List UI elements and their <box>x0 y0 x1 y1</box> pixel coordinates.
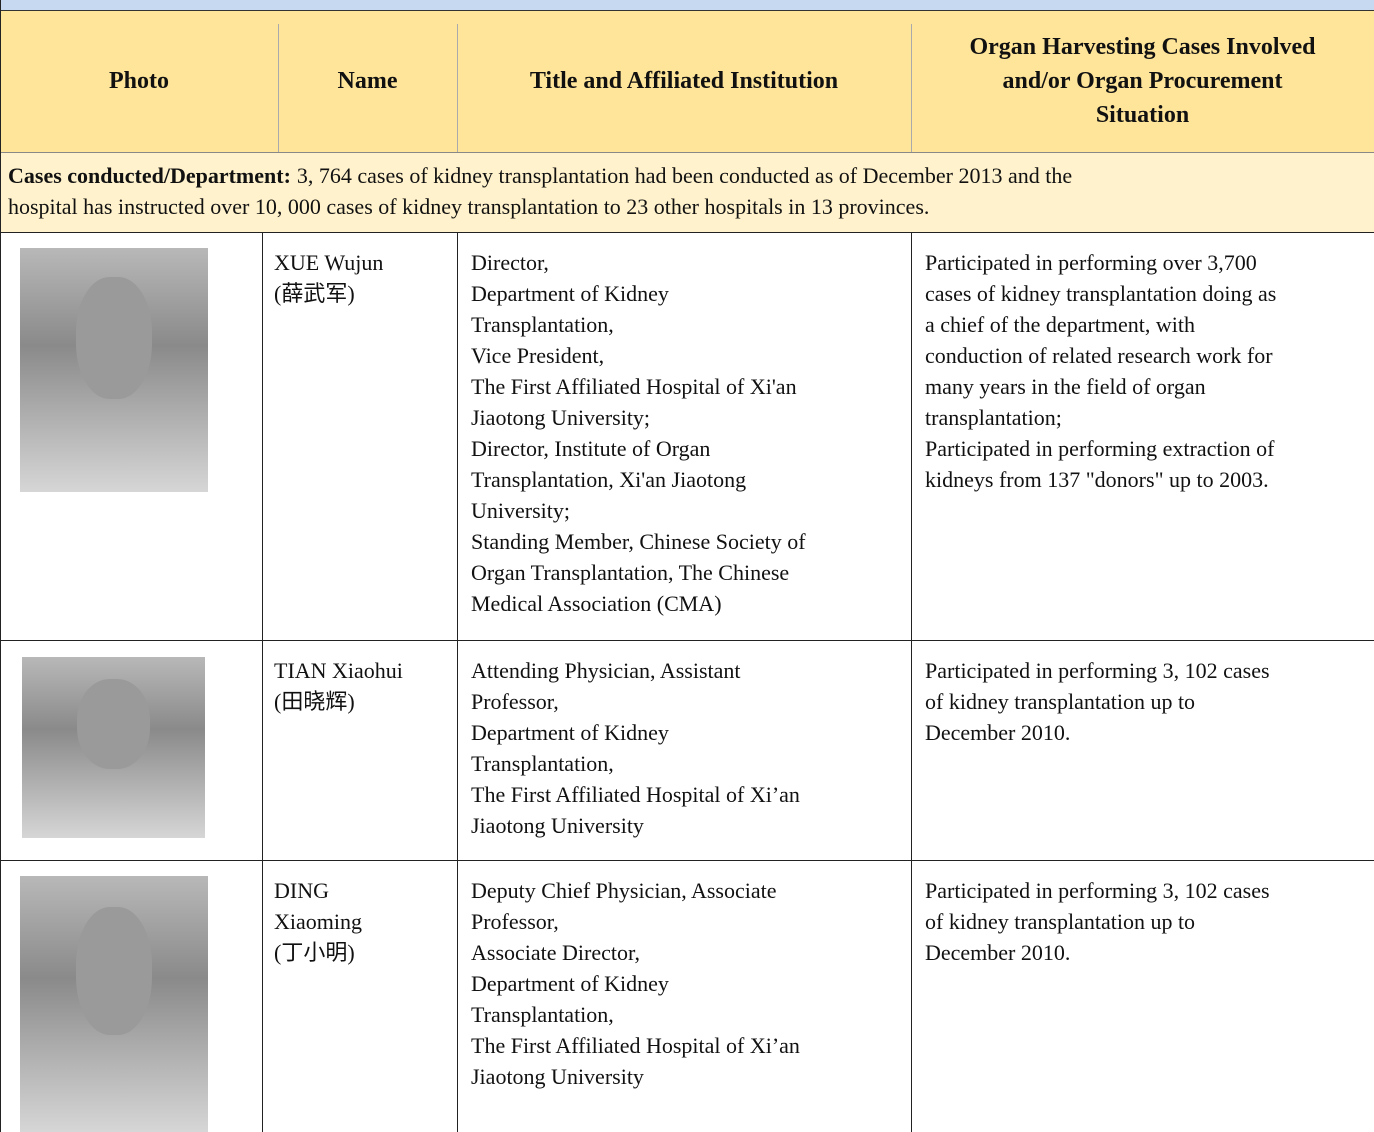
person-title: Jiaotong University <box>471 813 644 838</box>
case-label: Cases conducted/Department: <box>8 163 291 188</box>
person-title: The First Affiliated Hospital of Xi’an <box>471 1033 800 1058</box>
situation: December 2010. <box>925 720 1071 745</box>
person-title: Associate Director, <box>471 940 640 965</box>
person-title: Transplantation, <box>471 751 614 776</box>
person-title: Professor, <box>471 909 559 934</box>
person-name: (丁小明) <box>274 940 355 965</box>
situation: Participated in performing 3, 102 cases <box>925 878 1270 903</box>
person-title: Jiaotong University; <box>471 405 651 430</box>
header-cell: Photo <box>109 68 169 94</box>
header-cell: Situation <box>1095 102 1190 128</box>
person-title: Department of Kidney <box>471 971 669 996</box>
situation: of kidney transplantation up to <box>925 689 1196 714</box>
person-title: Medical Association (CMA) <box>471 591 722 616</box>
header-cell: Title and Affiliated Institution <box>529 68 839 94</box>
person-title: Director, Institute of Organ <box>471 436 711 461</box>
person-title: Department of Kidney <box>471 720 669 745</box>
situation: many years in the field of organ <box>925 374 1206 399</box>
column-divider <box>457 232 458 1132</box>
situation: Participated in performing extraction of <box>925 436 1275 461</box>
person-title: University; <box>471 498 570 523</box>
situation: of kidney transplantation up to <box>925 909 1196 934</box>
person-title: Director, <box>471 250 549 275</box>
person-title: Vice President, <box>471 343 605 368</box>
person-name: TIAN Xiaohui <box>274 658 403 683</box>
situation: conduction of related research work for <box>925 343 1273 368</box>
situation: Participated in performing over 3,700 <box>925 250 1257 275</box>
person-name: (薛武军) <box>274 281 355 306</box>
photo-face <box>76 277 152 400</box>
header-divider <box>278 24 279 152</box>
row-divider <box>0 640 1374 641</box>
situation: cases of kidney transplantation doing as <box>925 281 1277 306</box>
person-name: DING <box>274 878 329 903</box>
case-text: 3, 764 cases of kidney transplantation h… <box>296 163 1073 188</box>
top-band <box>0 0 1374 11</box>
person-title: Jiaotong University <box>471 1064 644 1089</box>
person-title: Transplantation, <box>471 312 614 337</box>
person-title: Attending Physician, Assistant <box>471 658 741 683</box>
situation: transplantation; <box>925 405 1062 430</box>
person-name: XUE Wujun <box>274 250 384 275</box>
photo-face <box>76 906 152 1035</box>
header-divider <box>457 24 458 152</box>
case-row <box>0 153 1374 233</box>
person-name: (田晓辉) <box>274 689 355 714</box>
person-name: Xiaoming <box>274 909 362 934</box>
person-title: The First Affiliated Hospital of Xi'an <box>471 374 797 399</box>
row-divider <box>0 860 1374 861</box>
person-title: Transplantation, Xi'an Jiaotong <box>471 467 747 492</box>
left-border <box>0 0 1 1132</box>
situation: Participated in performing 3, 102 cases <box>925 658 1270 683</box>
header-cell: Name <box>337 68 398 94</box>
person-title: The First Affiliated Hospital of Xi’an <box>471 782 800 807</box>
person-title: Standing Member, Chinese Society of <box>471 529 806 554</box>
person-title: Professor, <box>471 689 559 714</box>
case-text: hospital has instructed over 10, 000 cas… <box>8 194 930 219</box>
photo-face <box>76 678 151 770</box>
person-title: Department of Kidney <box>471 281 669 306</box>
situation: kidneys from 137 "donors" up to 2003. <box>925 467 1269 492</box>
person-title: Deputy Chief Physician, Associate <box>471 878 777 903</box>
header-cell: Organ Harvesting Cases Involved <box>969 34 1316 60</box>
person-title: Organ Transplantation, The Chinese <box>471 560 790 585</box>
column-divider <box>262 232 263 1132</box>
person-title: Transplantation, <box>471 1002 614 1027</box>
situation: a chief of the department, with <box>925 312 1196 337</box>
situation: December 2010. <box>925 940 1071 965</box>
header-row <box>0 11 1374 153</box>
column-divider <box>911 232 912 1132</box>
header-cell: and/or Organ Procurement <box>1002 68 1283 94</box>
header-divider <box>911 24 912 152</box>
